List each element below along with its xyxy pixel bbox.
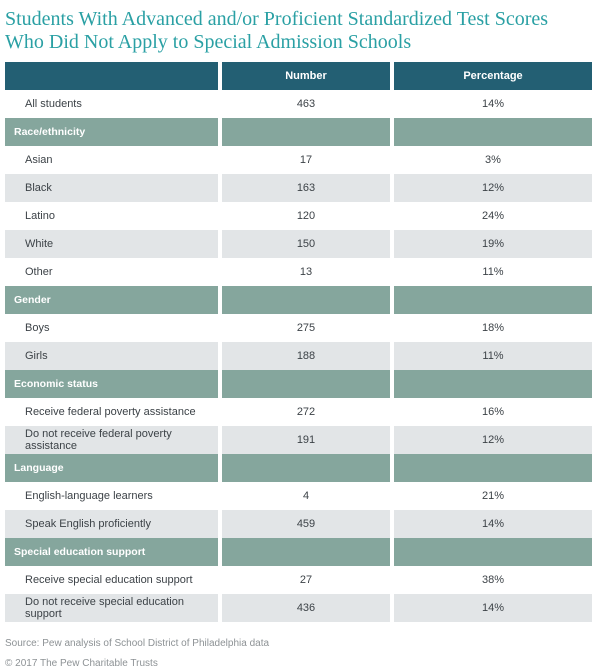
table-row-asian: Asian 17 3% (5, 146, 592, 174)
row-percentage: 12% (390, 426, 592, 454)
table-section-gender: Gender (5, 286, 592, 314)
table-section-race-ethnicity: Race/ethnicity (5, 118, 592, 146)
row-percentage: 11% (390, 258, 592, 286)
section-label: Special education support (5, 538, 218, 566)
row-number: 191 (218, 426, 390, 454)
table-row-other: Other 13 11% (5, 258, 592, 286)
table-row-receive-special-ed: Receive special education support 27 38% (5, 566, 592, 594)
table-section-economic-status: Economic status (5, 370, 592, 398)
row-number: 4 (218, 482, 390, 510)
row-number: 13 (218, 258, 390, 286)
section-cell-empty (218, 118, 390, 146)
table-row-english-proficient: Speak English proficiently 459 14% (5, 510, 592, 538)
row-percentage: 14% (390, 510, 592, 538)
table-row-black: Black 163 12% (5, 174, 592, 202)
table-section-language: Language (5, 454, 592, 482)
section-cell-empty (218, 538, 390, 566)
row-number: 459 (218, 510, 390, 538)
row-percentage: 18% (390, 314, 592, 342)
section-cell-empty (390, 370, 592, 398)
header-cell-number: Number (218, 62, 390, 90)
data-table: Number Percentage All students 463 14% R… (5, 62, 592, 622)
row-label: Receive special education support (5, 566, 218, 594)
row-number: 463 (218, 90, 390, 118)
section-cell-empty (218, 286, 390, 314)
copyright-note: © 2017 The Pew Charitable Trusts (5, 658, 158, 669)
row-label: Latino (5, 202, 218, 230)
section-cell-empty (390, 454, 592, 482)
table-row-all-students: All students 463 14% (5, 90, 592, 118)
row-number: 120 (218, 202, 390, 230)
row-percentage: 38% (390, 566, 592, 594)
section-cell-empty (218, 370, 390, 398)
table-row-latino: Latino 120 24% (5, 202, 592, 230)
row-label: Asian (5, 146, 218, 174)
row-label: English-language learners (5, 482, 218, 510)
section-cell-empty (390, 286, 592, 314)
title-line-2: Who Did Not Apply to Special Admission S… (5, 31, 412, 53)
row-percentage: 12% (390, 174, 592, 202)
row-number: 27 (218, 566, 390, 594)
row-percentage: 24% (390, 202, 592, 230)
table-row-girls: Girls 188 11% (5, 342, 592, 370)
row-percentage: 14% (390, 90, 592, 118)
table-row-receive-poverty-assistance: Receive federal poverty assistance 272 1… (5, 398, 592, 426)
row-percentage: 21% (390, 482, 592, 510)
section-cell-empty (218, 454, 390, 482)
title-line-1: Students With Advanced and/or Proficient… (5, 8, 549, 30)
row-label: Do not receive federal poverty assistanc… (5, 426, 218, 454)
section-cell-empty (390, 538, 592, 566)
row-percentage: 3% (390, 146, 592, 174)
row-label: Girls (5, 342, 218, 370)
row-number: 150 (218, 230, 390, 258)
row-label: Do not receive special education support (5, 594, 218, 622)
page-title: Students With Advanced and/or Proficient… (5, 8, 592, 54)
table-row-white: White 150 19% (5, 230, 592, 258)
header-cell-empty (5, 62, 218, 90)
row-label: Black (5, 174, 218, 202)
row-percentage: 14% (390, 594, 592, 622)
row-percentage: 19% (390, 230, 592, 258)
source-note: Source: Pew analysis of School District … (5, 638, 270, 649)
row-number: 272 (218, 398, 390, 426)
row-number: 188 (218, 342, 390, 370)
table-row-no-special-ed: Do not receive special education support… (5, 594, 592, 622)
row-label: White (5, 230, 218, 258)
row-label: Other (5, 258, 218, 286)
section-label: Language (5, 454, 218, 482)
row-number: 275 (218, 314, 390, 342)
row-label: All students (5, 90, 218, 118)
row-label: Speak English proficiently (5, 510, 218, 538)
row-number: 17 (218, 146, 390, 174)
table-row-no-poverty-assistance: Do not receive federal poverty assistanc… (5, 426, 592, 454)
section-label: Gender (5, 286, 218, 314)
row-number: 163 (218, 174, 390, 202)
row-number: 436 (218, 594, 390, 622)
section-label: Economic status (5, 370, 218, 398)
row-label: Receive federal poverty assistance (5, 398, 218, 426)
section-label: Race/ethnicity (5, 118, 218, 146)
row-label: Boys (5, 314, 218, 342)
section-cell-empty (390, 118, 592, 146)
table-header-row: Number Percentage (5, 62, 592, 90)
header-cell-percentage: Percentage (390, 62, 592, 90)
table-section-special-education: Special education support (5, 538, 592, 566)
row-percentage: 16% (390, 398, 592, 426)
table-row-ell: English-language learners 4 21% (5, 482, 592, 510)
table-row-boys: Boys 275 18% (5, 314, 592, 342)
footer: Source: Pew analysis of School District … (5, 638, 592, 669)
row-percentage: 11% (390, 342, 592, 370)
